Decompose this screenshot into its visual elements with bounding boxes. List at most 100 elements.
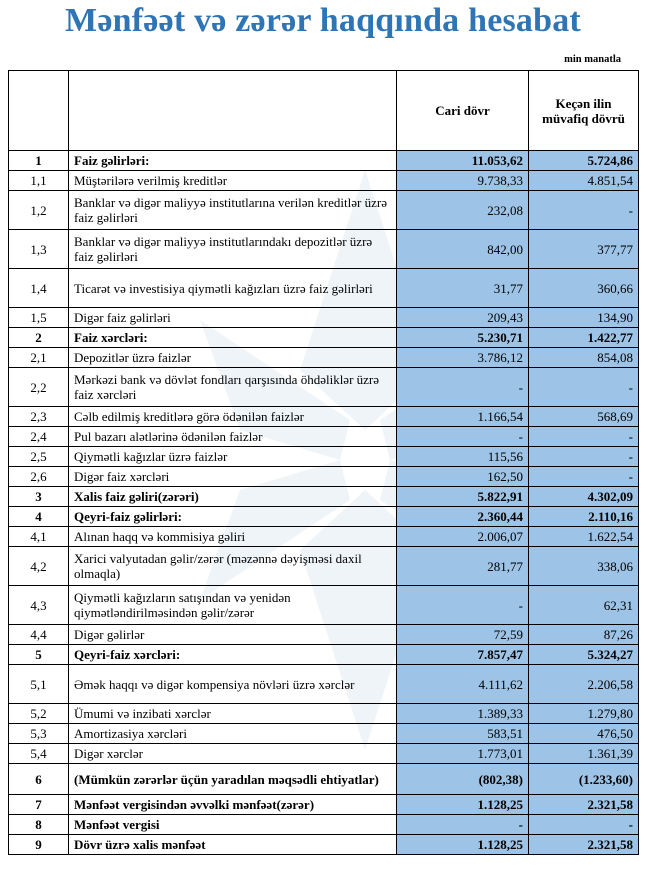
current-period-value: -: [396, 585, 529, 625]
table-row: 1,1 Müştərilərə verilmiş kreditlər 9.738,3…: [8, 170, 639, 191]
row-label: Digər faiz xərcləri: [68, 466, 397, 487]
income-statement-table: Cari dövr Keçən ilin müvafiq dövrü 1 Faiz…: [8, 70, 639, 855]
current-period-value: -: [396, 814, 529, 835]
previous-period-value: -: [528, 814, 639, 835]
current-period-value: 281,77: [396, 546, 529, 586]
unit-label: min manatla: [564, 54, 621, 65]
row-number: 2,3: [8, 406, 69, 427]
current-period-value: 2.360,44: [396, 506, 529, 527]
table-row: 1 Faiz gəlirləri: 11.053,62 5.724,86: [8, 150, 639, 171]
row-number: 4,4: [8, 624, 69, 645]
current-period-value: 232,08: [396, 190, 529, 230]
row-label: Digər xərclər: [68, 743, 397, 764]
current-period-value: 72,59: [396, 624, 529, 645]
row-number: 1,4: [8, 268, 69, 308]
row-label: Amortizasiya xərcləri: [68, 723, 397, 744]
previous-period-value: 1.622,54: [528, 526, 639, 547]
previous-period-value: 5.324,27: [528, 644, 639, 665]
row-number: 1,1: [8, 170, 69, 191]
row-label: Mənfəət vergisi: [68, 814, 397, 835]
previous-period-value: 87,26: [528, 624, 639, 645]
current-period-value: 11.053,62: [396, 150, 529, 171]
previous-period-value: 1.361,39: [528, 743, 639, 764]
current-period-value: 7.857,47: [396, 644, 529, 665]
table-row: 5,4 Digər xərclər 1.773,01 1.361,39: [8, 743, 639, 764]
row-label: Banklar və digər maliyyə institutlarında…: [68, 229, 397, 269]
row-label: Ticarət və investisiya qiymətli kağızlar…: [68, 268, 397, 308]
header-num: [8, 70, 69, 151]
row-number: 1,5: [8, 307, 69, 328]
previous-period-value: 2.206,58: [528, 664, 639, 704]
row-label: Xalis faiz gəliri(zərəri): [68, 486, 397, 507]
previous-period-value: 2.321,58: [528, 834, 639, 855]
row-number: 4,1: [8, 526, 69, 547]
table-row: 2,6 Digər faiz xərcləri 162,50-: [8, 466, 639, 487]
current-period-value: 162,50: [396, 466, 529, 487]
table-row: 1,5 Digər faiz gəlirləri 209,43 134,90: [8, 307, 639, 328]
previous-period-value: 568,69: [528, 406, 639, 427]
table-row: 4,1 Alınan haqq və kommisiya gəliri 2.006,…: [8, 526, 639, 547]
row-label: Faiz xərcləri:: [68, 327, 397, 348]
table-row: 2,4 Pul bazarı alətlərinə ödənilən faizlə…: [8, 426, 639, 447]
row-number: 5,3: [8, 723, 69, 744]
row-label: Ümumi və inzibati xərclər: [68, 703, 397, 724]
table-row: 5 Qeyri-faiz xərcləri: 7.857,47 5.324,27: [8, 644, 639, 665]
row-label: Dövr üzrə xalis mənfəət: [68, 834, 397, 855]
previous-period-value: (1.233,60): [528, 763, 639, 795]
current-period-value: 2.006,07: [396, 526, 529, 547]
row-number: 8: [8, 814, 69, 835]
row-label: Qiymətli kağızların satışından və yenidə…: [68, 585, 397, 625]
previous-period-value: 4.851,54: [528, 170, 639, 191]
previous-period-value: 854,08: [528, 347, 639, 368]
row-number: 2,4: [8, 426, 69, 447]
previous-period-value: 360,66: [528, 268, 639, 308]
row-number: 2,5: [8, 446, 69, 467]
row-number: 5,2: [8, 703, 69, 724]
row-number: 9: [8, 834, 69, 855]
previous-period-value: 338,06: [528, 546, 639, 586]
row-number: 7: [8, 794, 69, 815]
current-period-value: 1.128,25: [396, 794, 529, 815]
row-label: Qeyri-faiz xərcləri:: [68, 644, 397, 665]
current-period-value: 9.738,33: [396, 170, 529, 191]
table-row: 6 (Mümkün zərərlər üçün yaradılan məqsədl…: [8, 763, 639, 795]
row-number: 2,1: [8, 347, 69, 368]
row-number: 5,4: [8, 743, 69, 764]
page-title: Mənfəət və zərər haqqında hesabat: [65, 2, 581, 39]
row-label: Digər gəlirlər: [68, 624, 397, 645]
current-period-value: 5.230,71: [396, 327, 529, 348]
table-row: 2,3 Cəlb edilmiş kreditlərə görə ödənilən…: [8, 406, 639, 427]
current-period-value: -: [396, 426, 529, 447]
table-row: 7 Mənfəət vergisindən əvvəlki mənfəət(zər…: [8, 794, 639, 815]
row-label: Müştərilərə verilmiş kreditlər: [68, 170, 397, 191]
row-number: 1,3: [8, 229, 69, 269]
row-label: (Mümkün zərərlər üçün yaradılan məqsədli…: [68, 763, 397, 795]
previous-period-value: 4.302,09: [528, 486, 639, 507]
table-row: 2 Faiz xərcləri: 5.230,71 1.422,77: [8, 327, 639, 348]
current-period-value: 3.786,12: [396, 347, 529, 368]
current-period-value: 1.128,25: [396, 834, 529, 855]
table-row: 3 Xalis faiz gəliri(zərəri) 5.822,91 4.302,…: [8, 486, 639, 507]
current-period-value: 4.111,62: [396, 664, 529, 704]
current-period-value: 1.773,01: [396, 743, 529, 764]
current-period-value: 1.166,54: [396, 406, 529, 427]
previous-period-value: 62,31: [528, 585, 639, 625]
row-number: 4,3: [8, 585, 69, 625]
table-header-row: Cari dövr Keçən ilin müvafiq dövrü: [8, 70, 639, 151]
row-label: Faiz gəlirləri:: [68, 150, 397, 171]
header-previous-period: Keçən ilin müvafiq dövrü: [528, 70, 639, 151]
current-period-value: 583,51: [396, 723, 529, 744]
row-label: Alınan haqq və kommisiya gəliri: [68, 526, 397, 547]
current-period-value: 209,43: [396, 307, 529, 328]
row-label: Xarici valyutadan gəlir/zərər (məzənnə d…: [68, 546, 397, 586]
row-number: 1: [8, 150, 69, 171]
current-period-value: 5.822,91: [396, 486, 529, 507]
previous-period-value: -: [528, 446, 639, 467]
current-period-value: 842,00: [396, 229, 529, 269]
row-number: 3: [8, 486, 69, 507]
header-current-period: Cari dövr: [396, 70, 529, 151]
row-number: 2,2: [8, 367, 69, 407]
previous-period-value: 476,50: [528, 723, 639, 744]
row-label: Qeyri-faiz gəlirləri:: [68, 506, 397, 527]
table-row: 4,2 Xarici valyutadan gəlir/zərər (məzənn…: [8, 546, 639, 586]
